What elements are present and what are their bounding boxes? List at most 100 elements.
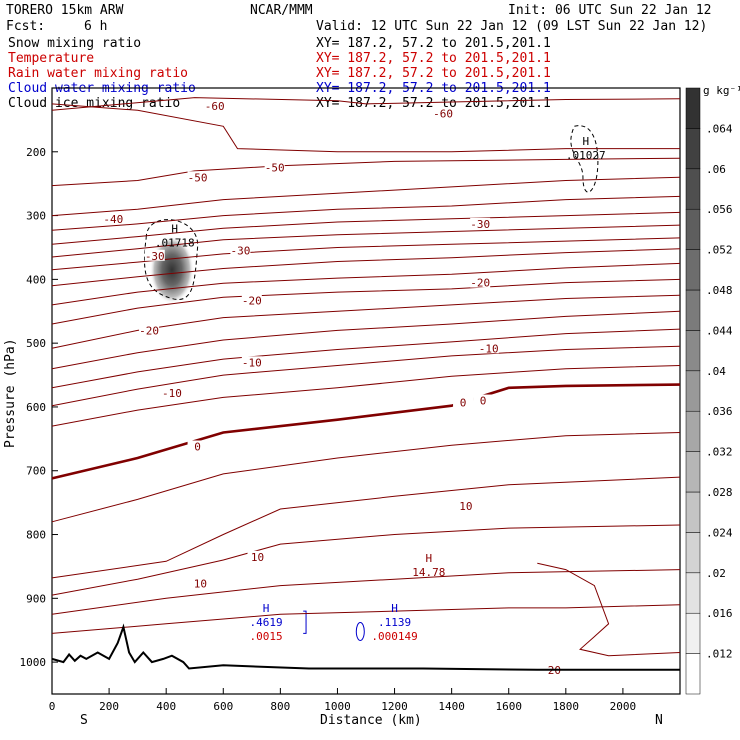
field-xy: XY= 187.2, 57.2 to 201.5,201.1 (316, 51, 551, 66)
field-name: Rain water mixing ratio (8, 66, 188, 81)
contour-label-bg (241, 294, 262, 306)
temperature-contour (51, 294, 681, 349)
colorbar-label: .04 (706, 365, 726, 378)
cloud-water-contour (303, 610, 307, 634)
maximum-value: .4619 (250, 616, 283, 629)
y-tick-label: 700 (26, 465, 46, 478)
colorbar-swatch (685, 370, 701, 412)
colorbar-swatch (685, 330, 701, 372)
contour-label: -60 (205, 100, 225, 113)
contour-label-bg (204, 99, 225, 111)
temperature-contour (51, 569, 681, 615)
colorbar-swatch (685, 653, 701, 695)
contour-label-bg (470, 217, 491, 229)
field-xy: XY= 187.2, 57.2 to 201.5,201.1 (316, 96, 551, 111)
x-tick-label: 1800 (553, 700, 580, 713)
contour-label: -60 (433, 108, 453, 121)
contour-label: -40 (103, 213, 123, 226)
contour-label-bg (453, 396, 474, 408)
temperature-contours (51, 97, 681, 657)
contour-label: 0 (194, 440, 201, 453)
x-tick-label: 0 (49, 700, 56, 713)
colorbar-swatch (685, 491, 701, 533)
colorbar-swatch (685, 612, 701, 654)
colorbar-swatch (685, 410, 701, 452)
contour-label: -10 (479, 342, 499, 355)
temperature-contour (51, 365, 681, 427)
contour-label-bg (144, 249, 165, 261)
colorbar-swatch (685, 532, 701, 574)
contour-label: 10 (459, 500, 472, 513)
x-tick-label: 1200 (381, 700, 408, 713)
temperature-contour (51, 262, 681, 306)
colorbar-label: .056 (706, 203, 733, 216)
contour-label-bg (264, 161, 285, 173)
temperature-contour (537, 562, 681, 657)
temperature-contour (51, 103, 680, 153)
maximum-marker: H (582, 135, 589, 148)
maximum-value: .01027 (566, 149, 606, 162)
colorbar-swatch (685, 128, 701, 170)
x-axis-label: Distance (km) (320, 713, 422, 728)
maximum-marker: H (263, 602, 270, 615)
field-xy: XY= 187.2, 57.2 to 201.5,201.1 (316, 36, 551, 51)
terrain-profile (51, 623, 680, 671)
temperature-contour (51, 157, 681, 187)
y-tick-label: 200 (26, 146, 46, 159)
plot-frame (51, 87, 681, 695)
x-right-end-label: N (655, 713, 663, 728)
x-tick-label: 800 (270, 700, 290, 713)
y-tick-label: 600 (26, 401, 46, 414)
init-time: Init: 06 UTC Sun 22 Jan 12 (508, 3, 712, 18)
contour-label: 10 (194, 578, 207, 591)
field-name: Cloud ice mixing ratio (8, 96, 180, 111)
colorbar-label: .06 (706, 163, 726, 176)
contour-label: 0 (460, 396, 467, 409)
colorbar-label: .024 (706, 526, 733, 539)
temperature-contour (51, 211, 681, 245)
ice-contour (144, 219, 199, 300)
x-tick-label: 400 (156, 700, 176, 713)
y-tick-label: 300 (26, 210, 46, 223)
contour-label: -10 (162, 387, 182, 400)
forecast-value: 6 h (84, 19, 107, 34)
temperature-contour (51, 224, 681, 258)
contour-label-bg (161, 386, 182, 398)
axes: 0 200 400 600 800 1000 1200 1400 1600 1800 2000200… (20, 146, 637, 713)
contour-label-bg (247, 550, 268, 562)
y-tick-label: 500 (26, 337, 46, 350)
temperature-contour (51, 195, 681, 231)
ice-contour (570, 125, 599, 193)
colorbar-label: .064 (706, 122, 733, 135)
maxima-labels: H.01718H.01027H14.78H.4619.0015H.1139.00… (155, 135, 606, 643)
maximum-marker: H (391, 602, 398, 615)
y-tick-label: 900 (26, 592, 46, 605)
temperature-contour (51, 604, 681, 634)
contour-label: 10 (251, 551, 264, 564)
colorbar-swatch (685, 168, 701, 210)
field-name: Temperature (8, 51, 94, 66)
colorbar-unit: g kg⁻¹ (703, 84, 740, 97)
x-tick-label: 1000 (324, 700, 351, 713)
mixing-ratio-shading (144, 125, 599, 641)
x-tick-label: 2000 (610, 700, 637, 713)
contour-label-bg (473, 394, 494, 406)
x-left-end-label: S (80, 713, 88, 728)
maximum-marker: H (171, 222, 178, 235)
colorbar-swatch (685, 289, 701, 331)
colorbar-label: .048 (706, 284, 733, 297)
temperature-contour (51, 248, 681, 287)
contour-label: -10 (242, 356, 262, 369)
contour-label-bg (187, 440, 208, 452)
maximum-value: .000149 (371, 630, 417, 643)
colorbar-swatch (685, 208, 701, 250)
colorbar-label: .036 (706, 405, 733, 418)
temperature-contour (51, 176, 681, 217)
valid-time: Valid: 12 UTC Sun 22 Jan 12 (09 LST Sun … (316, 19, 707, 34)
colorbar-label: .044 (706, 324, 733, 337)
x-tick-label: 200 (99, 700, 119, 713)
colorbar-swatch (685, 451, 701, 493)
contour-label-bg (190, 577, 211, 589)
colorbar-label: .016 (706, 607, 733, 620)
